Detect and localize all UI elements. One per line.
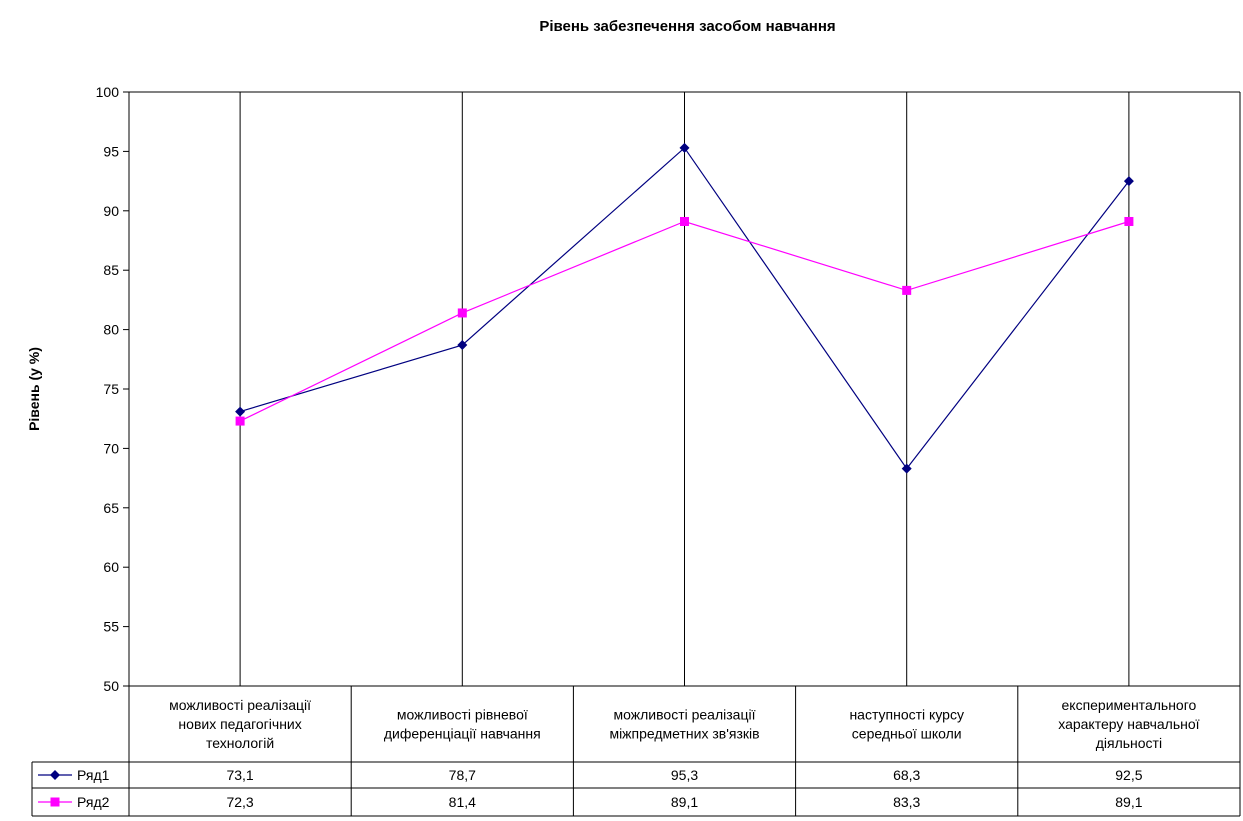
data-table-value: 83,3 (893, 794, 920, 810)
data-table-value: 73,1 (226, 767, 253, 783)
legend-series-name: Ряд1 (77, 767, 110, 783)
data-table-value: 92,5 (1115, 767, 1142, 783)
x-category-label: можливості реалізації міжпредметних зв'яз… (609, 707, 759, 742)
y-tick-label: 85 (103, 262, 119, 278)
y-tick-label: 95 (103, 143, 119, 159)
y-tick-label: 55 (103, 619, 119, 635)
y-tick-label: 80 (103, 322, 119, 338)
x-category-label-line: диференціації навчання (384, 726, 541, 742)
x-category-label-line: можливості рівневої (397, 707, 528, 723)
grid-lines (239, 92, 1130, 686)
axes (128, 91, 1241, 816)
data-point (902, 285, 912, 295)
x-category-label-line: діяльності (1096, 735, 1162, 751)
y-tick-label: 60 (103, 559, 119, 575)
x-category-label-line: міжпредметних зв'язків (609, 726, 759, 742)
legend-series-name: Ряд2 (77, 794, 110, 810)
x-category-label-line: можливості реалізації (614, 707, 756, 723)
data-table-value: 89,1 (671, 794, 698, 810)
data-table-value: 81,4 (449, 794, 476, 810)
data-point (235, 416, 245, 426)
y-tick-label: 90 (103, 203, 119, 219)
data-point (1124, 216, 1134, 226)
data-point (457, 340, 468, 351)
x-category-label: можливості рівневої диференціації навчанн… (384, 707, 541, 742)
data-point (901, 463, 912, 474)
data-point (680, 216, 689, 226)
y-tick-label: 70 (103, 440, 119, 456)
y-tick-labels: 50 55 60 65 70 75 80 85 90 95 100 (96, 84, 129, 694)
y-tick-label: 65 (103, 500, 119, 516)
data-point (679, 142, 690, 153)
data-table: можливості реалізації нових педагогічних т… (31, 685, 1241, 817)
x-category-label: експериментального характеру навчальної ді… (1058, 697, 1199, 751)
x-category-label-line: можливості реалізації (169, 697, 311, 713)
data-point (1123, 176, 1134, 187)
data-table-value: 89,1 (1115, 794, 1142, 810)
x-category-label-line: середньої школи (852, 726, 962, 742)
data-table-value: 95,3 (671, 767, 698, 783)
chart-title: Рівень забезпечення засобом навчання (539, 18, 836, 35)
data-point (50, 770, 60, 780)
x-category-label-line: експериментального (1062, 697, 1197, 713)
x-category-label: наступності курсу середньої школи (849, 707, 964, 742)
x-category-label-line: наступності курсу (849, 707, 964, 723)
data-point (457, 308, 467, 318)
x-category-label-line: характеру навчальної (1058, 716, 1199, 732)
data-point (235, 406, 246, 417)
x-category-label: можливості реалізації нових педагогічних т… (169, 697, 311, 751)
data-point (50, 797, 60, 807)
data-table-value: 68,3 (893, 767, 920, 783)
y-tick-label: 50 (103, 678, 119, 694)
x-category-label-line: технологій (206, 735, 274, 751)
x-category-label-line: нових педагогічних (178, 716, 301, 732)
data-table-value: 78,7 (449, 767, 476, 783)
data-table-value: 72,3 (226, 794, 253, 810)
y-tick-label: 75 (103, 381, 119, 397)
y-tick-label: 100 (96, 84, 120, 100)
series-lines (235, 142, 1134, 474)
